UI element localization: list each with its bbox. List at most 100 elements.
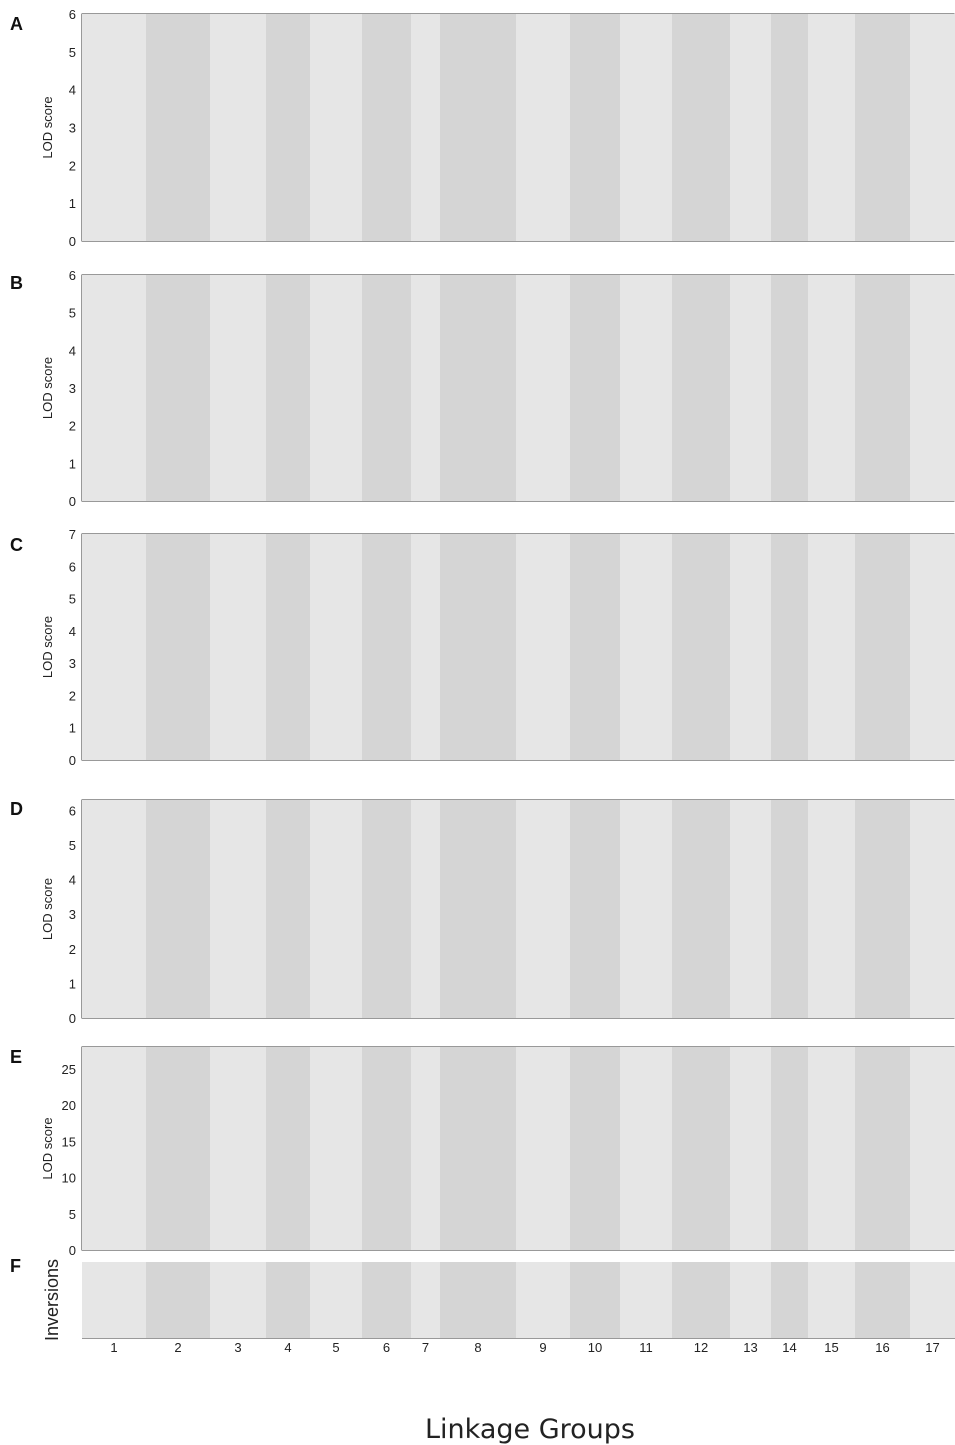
y-axis-label-C: LOD score [40, 616, 55, 678]
band-lg-1-E [82, 1047, 146, 1250]
band-lg-3-B [210, 275, 266, 501]
band-lg-15-F [808, 1262, 855, 1338]
band-lg-3-D [210, 800, 266, 1018]
band-lg-4-E [266, 1047, 310, 1250]
band-lg-9-A [516, 14, 570, 241]
x-tick-lg-16: 16 [875, 1340, 889, 1355]
y-tick-C-2: 2 [69, 688, 76, 703]
band-lg-12-C [672, 534, 730, 760]
band-lg-15-D [808, 800, 855, 1018]
x-tick-lg-10: 10 [588, 1340, 602, 1355]
band-lg-12-E [672, 1047, 730, 1250]
panel-letter-B: B [10, 273, 23, 293]
band-lg-12-F [672, 1262, 730, 1338]
x-tick-lg-8: 8 [474, 1340, 481, 1355]
y-tick-B-6: 6 [69, 268, 76, 283]
band-lg-10-B [570, 275, 620, 501]
y-tick-C-0: 0 [69, 753, 76, 768]
band-lg-1-D [82, 800, 146, 1018]
band-lg-3-C [210, 534, 266, 760]
band-lg-6-F [362, 1262, 411, 1338]
band-lg-8-B [440, 275, 516, 501]
band-lg-12-D [672, 800, 730, 1018]
band-lg-13-D [730, 800, 771, 1018]
band-lg-17-B [910, 275, 955, 501]
band-lg-17-F [910, 1262, 955, 1338]
band-lg-10-D [570, 800, 620, 1018]
band-lg-3-E [210, 1047, 266, 1250]
band-lg-9-F [516, 1262, 570, 1338]
band-lg-8-F [440, 1262, 516, 1338]
band-lg-9-D [516, 800, 570, 1018]
y-tick-C-6: 6 [69, 559, 76, 574]
band-lg-5-C [310, 534, 362, 760]
band-lg-7-C [411, 534, 440, 760]
y-axis-label-A: LOD score [40, 96, 55, 158]
band-lg-15-E [808, 1047, 855, 1250]
band-lg-4-F [266, 1262, 310, 1338]
panel-letter-F: F [10, 1256, 21, 1276]
band-lg-14-E [771, 1047, 808, 1250]
band-lg-11-F [620, 1262, 672, 1338]
band-lg-10-F [570, 1262, 620, 1338]
band-lg-2-C [146, 534, 210, 760]
y-tick-D-4: 4 [69, 873, 76, 888]
band-lg-14-B [771, 275, 808, 501]
band-lg-10-E [570, 1047, 620, 1250]
band-lg-1-B [82, 275, 146, 501]
y-tick-A-3: 3 [69, 121, 76, 136]
y-tick-B-0: 0 [69, 494, 76, 509]
band-lg-14-F [771, 1262, 808, 1338]
band-lg-8-D [440, 800, 516, 1018]
band-lg-7-F [411, 1262, 440, 1338]
x-tick-lg-3: 3 [234, 1340, 241, 1355]
x-tick-lg-15: 15 [824, 1340, 838, 1355]
band-lg-16-B [855, 275, 910, 501]
y-tick-C-3: 3 [69, 656, 76, 671]
panel-letter-D: D [10, 799, 23, 819]
band-lg-14-D [771, 800, 808, 1018]
band-lg-9-B [516, 275, 570, 501]
x-tick-lg-11: 11 [639, 1340, 653, 1355]
band-lg-6-E [362, 1047, 411, 1250]
x-tick-lg-5: 5 [332, 1340, 339, 1355]
band-lg-16-D [855, 800, 910, 1018]
y-tick-B-2: 2 [69, 419, 76, 434]
y-tick-C-4: 4 [69, 624, 76, 639]
band-lg-16-E [855, 1047, 910, 1250]
y-tick-A-5: 5 [69, 45, 76, 60]
x-tick-lg-4: 4 [284, 1340, 291, 1355]
y-tick-D-5: 5 [69, 838, 76, 853]
y-tick-C-5: 5 [69, 592, 76, 607]
y-tick-B-5: 5 [69, 306, 76, 321]
x-axis-label: Linkage Groups [425, 1414, 635, 1445]
band-lg-6-D [362, 800, 411, 1018]
y-tick-C-1: 1 [69, 721, 76, 736]
y-tick-E-20: 20 [62, 1098, 76, 1113]
band-lg-4-D [266, 800, 310, 1018]
band-lg-8-C [440, 534, 516, 760]
y-axis-label-F: Inversions [42, 1259, 62, 1341]
band-lg-11-A [620, 14, 672, 241]
x-tick-lg-13: 13 [743, 1340, 757, 1355]
band-lg-17-A [910, 14, 955, 241]
band-lg-7-B [411, 275, 440, 501]
band-lg-15-A [808, 14, 855, 241]
band-lg-5-E [310, 1047, 362, 1250]
y-tick-B-3: 3 [69, 381, 76, 396]
band-lg-16-F [855, 1262, 910, 1338]
band-lg-4-A [266, 14, 310, 241]
band-lg-13-F [730, 1262, 771, 1338]
band-lg-11-E [620, 1047, 672, 1250]
band-lg-2-D [146, 800, 210, 1018]
y-tick-E-25: 25 [62, 1062, 76, 1077]
band-lg-11-C [620, 534, 672, 760]
y-tick-A-4: 4 [69, 83, 76, 98]
y-tick-A-2: 2 [69, 158, 76, 173]
band-lg-12-A [672, 14, 730, 241]
y-tick-E-10: 10 [62, 1171, 76, 1186]
y-tick-E-15: 15 [62, 1134, 76, 1149]
band-lg-11-D [620, 800, 672, 1018]
band-lg-6-B [362, 275, 411, 501]
